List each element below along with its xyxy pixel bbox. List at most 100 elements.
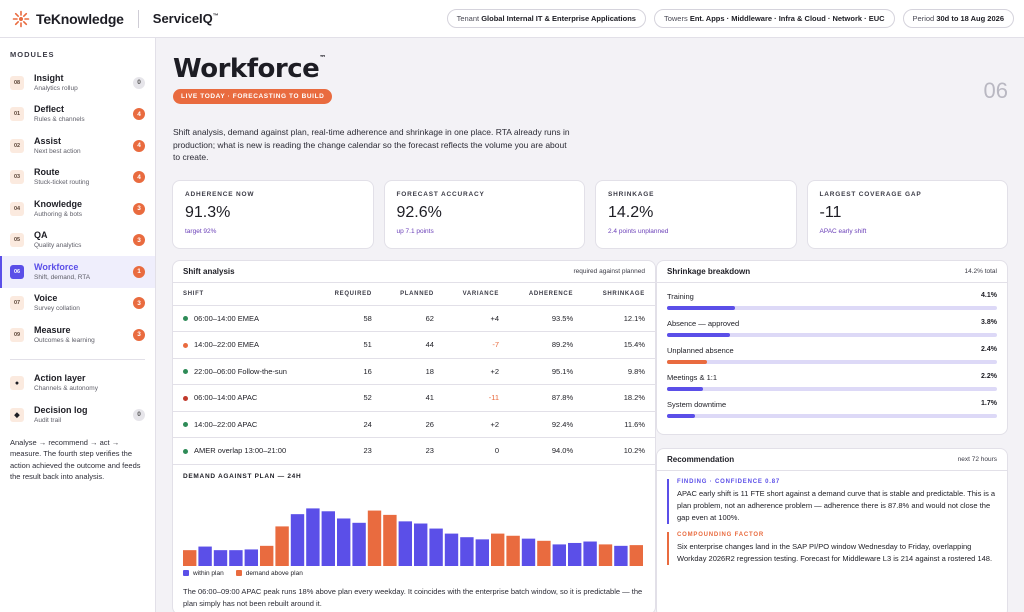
nav-sublabel: Rules & channels	[34, 116, 85, 124]
period-pill[interactable]: Period 30d to 18 Aug 2026	[902, 9, 1014, 28]
shrinkage-label: Training	[667, 292, 694, 301]
shrinkage-label: Absence — approved	[667, 319, 740, 328]
module-number: 06	[983, 78, 1008, 103]
table-row[interactable]: 14:00–22:00 EMEA 51 44 -7 89.2% 15.4%	[173, 331, 655, 359]
required-cell: 58	[315, 305, 382, 332]
table-row[interactable]: 06:00–14:00 APAC 52 41 -11 87.8% 18.2%	[173, 384, 655, 412]
shrinkage-cell: 9.8%	[583, 358, 655, 385]
shift-cell: 14:00–22:00 EMEA	[173, 331, 316, 359]
module-number-icon: 09	[10, 327, 24, 342]
shrinkage-value: 2.4%	[981, 346, 997, 353]
kpi-card[interactable]: LARGEST COVERAGE GAP -11 APAC early shift	[806, 180, 1008, 249]
shift-cell: AMER overlap 13:00–21:00	[173, 437, 316, 465]
shrinkage-line: Unplanned absence 2.4%	[667, 346, 997, 355]
shift-name: 14:00–22:00 APAC	[194, 419, 258, 429]
nav-text: Deflect Rules & channels	[34, 104, 133, 124]
shrinkage-item[interactable]: Training 4.1%	[657, 292, 1007, 310]
kpi-card[interactable]: ADHERENCE NOW 91.3% target 92%	[172, 180, 374, 249]
module-number-icon: 06	[10, 264, 24, 279]
variance-cell: -7	[443, 331, 510, 359]
recommendation-list: FINDING · CONFIDENCE 0.87 APAC early shif…	[657, 479, 1007, 565]
nav-sublabel: Quality analytics	[34, 242, 82, 250]
nav-item-qa[interactable]: 05 QA Quality analytics 3	[0, 225, 155, 257]
nav-item-workforce[interactable]: 06 Workforce Shift, demand, RTA 1	[0, 256, 155, 288]
demand-bar-13	[367, 510, 382, 566]
kpi-value: 91.3%	[185, 204, 231, 221]
demand-bar-22	[506, 535, 520, 566]
variance-cell: +2	[443, 411, 510, 438]
nav-label: Route	[34, 167, 60, 178]
demand-bar-29	[614, 545, 628, 566]
nav-item-deflect[interactable]: 01 Deflect Rules & channels 4	[0, 99, 155, 131]
nav-item-decision-log[interactable]: ◆ Decision log Audit trail 0	[0, 399, 155, 431]
count-badge: 0	[133, 76, 145, 89]
shrinkage-label: Unplanned absence	[667, 346, 734, 355]
shrinkage-fill	[667, 387, 704, 391]
table-row[interactable]: 14:00–22:00 APAC 24 26 +2 92.4% 11.6%	[173, 411, 655, 438]
shrinkage-cell: 15.4%	[583, 331, 655, 359]
legend-within-plan: within plan	[183, 570, 224, 577]
required-cell: 16	[315, 358, 382, 385]
shrinkage-track	[667, 360, 997, 364]
module-number-icon: 01	[10, 107, 24, 122]
count-badge: 3	[133, 234, 145, 247]
chart-legend: within plan demand above plan	[183, 570, 303, 577]
recommendation-body: Six enterprise changes land in the SAP P…	[677, 542, 993, 563]
nav-item-voice[interactable]: 07 Voice Survey collation 3	[0, 288, 155, 320]
demand-bar-25	[552, 544, 566, 566]
nav-sublabel: Shift, demand, RTA	[34, 273, 91, 281]
shift-name: AMER overlap 13:00–21:00	[194, 446, 287, 456]
towers-pill[interactable]: Towers Ent. Apps · Middleware · Infra & …	[653, 9, 895, 28]
nav-sublabel: Channels & autonomy	[34, 385, 98, 393]
demand-bar-6	[260, 545, 274, 566]
required-cell: 52	[315, 384, 382, 412]
kpi-card[interactable]: SHRINKAGE 14.2% 2.4 points unplanned	[595, 180, 797, 249]
kpi-note: up 7.1 points	[396, 228, 434, 235]
shrinkage-value: 2.2%	[981, 373, 997, 380]
planned-cell: 26	[381, 411, 444, 438]
table-row[interactable]: 22:00–06:00 Follow-the-sun 16 18 +2 95.1% 9.8…	[173, 358, 655, 385]
table-row[interactable]: 06:00–14:00 EMEA 58 62 +4 93.5% 12.1%	[173, 305, 655, 332]
shrinkage-line: Absence — approved 3.8%	[667, 319, 997, 328]
demand-bar-1	[183, 550, 197, 566]
tenant-pill[interactable]: Tenant Global Internal IT & Enterprise A…	[446, 9, 646, 28]
count-badge: 4	[133, 108, 145, 121]
module-number-icon: 02	[10, 138, 24, 153]
shift-cell: 22:00–06:00 Follow-the-sun	[173, 358, 316, 385]
nav-item-measure[interactable]: 09 Measure Outcomes & learning 3	[0, 319, 155, 351]
kpi-label: SHRINKAGE	[608, 191, 655, 198]
demand-bar-5	[244, 549, 258, 566]
shrinkage-item[interactable]: Meetings & 1:1 2.2%	[657, 373, 1007, 391]
adherence-cell: 87.8%	[509, 384, 584, 412]
demand-note: The 06:00–09:00 APAC peak runs 18% above…	[183, 587, 643, 608]
nav-sublabel: Survey collation	[34, 305, 80, 313]
status-dot-icon	[183, 369, 188, 375]
nav-item-route[interactable]: 03 Route Stuck-ticket routing 4	[0, 162, 155, 194]
table-row[interactable]: AMER overlap 13:00–21:00 23 23 0 94.0% 10.2%	[173, 437, 655, 465]
nav-sublabel: Authoring & bots	[34, 210, 83, 218]
shift-analysis-header: Shift analysis required against planned	[173, 261, 655, 283]
shrinkage-list: Training 4.1% Absence — approved 3.8% Unplan…	[657, 292, 1007, 418]
nav-item-knowledge[interactable]: 04 Knowledge Authoring & bots 3	[0, 193, 155, 225]
planned-cell: 62	[381, 305, 444, 332]
nav-item-action-layer[interactable]: ● Action layer Channels & autonomy	[0, 368, 155, 400]
cycle-note: Analyse → recommend → act → measure. The…	[10, 437, 141, 482]
brand[interactable]: TeKnowledge	[0, 10, 124, 28]
shrinkage-item[interactable]: Absence — approved 3.8%	[657, 319, 1007, 337]
variance-cell: -11	[443, 384, 510, 412]
demand-bar-10	[321, 511, 335, 566]
shrinkage-item[interactable]: System downtime 1.7%	[657, 400, 1007, 418]
demand-bar-26	[568, 542, 582, 566]
shrinkage-item[interactable]: Unplanned absence 2.4%	[657, 346, 1007, 364]
kpi-row: ADHERENCE NOW 91.3% target 92% FORECAST ACC…	[172, 180, 1008, 249]
nav-item-assist[interactable]: 02 Assist Next best action 4	[0, 130, 155, 162]
shrinkage-fill	[667, 306, 735, 310]
nav-text: Action layer Channels & autonomy	[34, 373, 145, 393]
module-number-icon: 04	[10, 201, 24, 216]
demand-bar-21	[491, 533, 505, 566]
nav-item-insight[interactable]: 08 Insight Analytics rollup 0	[0, 67, 155, 99]
kpi-card[interactable]: FORECAST ACCURACY 92.6% up 7.1 points	[383, 180, 585, 249]
demand-bar-3	[213, 550, 228, 566]
demand-bar-28	[598, 544, 613, 566]
shrinkage-label: System downtime	[667, 400, 727, 409]
